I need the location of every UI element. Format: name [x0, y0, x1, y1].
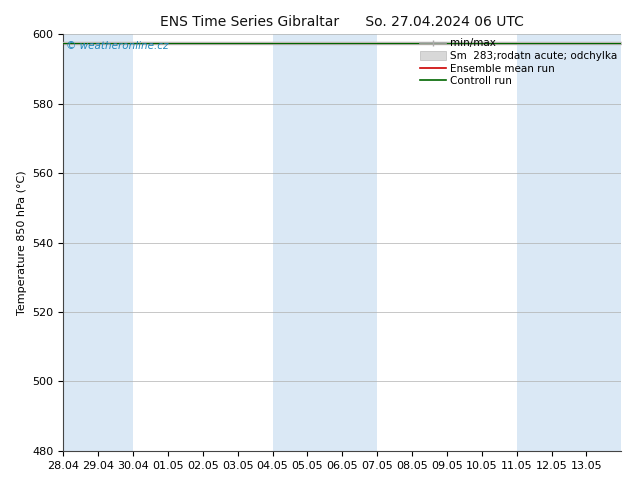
Bar — [517, 34, 621, 451]
Bar — [98, 34, 133, 451]
Y-axis label: Temperature 850 hPa (°C): Temperature 850 hPa (°C) — [17, 170, 27, 315]
Legend: min/max, Sm  283;rodatn acute; odchylka, Ensemble mean run, Controll run: min/max, Sm 283;rodatn acute; odchylka, … — [418, 36, 619, 88]
Text: © weatheronline.cz: © weatheronline.cz — [66, 41, 169, 50]
Bar — [273, 34, 377, 451]
Title: ENS Time Series Gibraltar      So. 27.04.2024 06 UTC: ENS Time Series Gibraltar So. 27.04.2024… — [160, 15, 524, 29]
Bar — [63, 34, 98, 451]
